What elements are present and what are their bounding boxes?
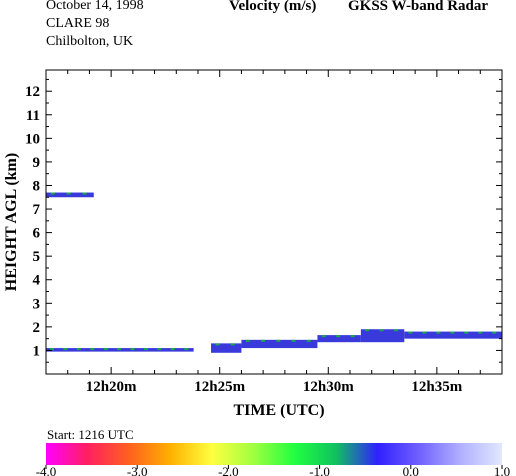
x-axis: 12h20m 12h25m 12h30m 12h35m: [67, 70, 481, 395]
echo-speckle: [492, 331, 497, 334]
x-tick-label: 12h35m: [411, 379, 462, 395]
colorbar-tick-label: 0.0: [403, 464, 419, 476]
site-label: Chilbolton, UK: [46, 34, 134, 49]
instrument-label: GKSS W-band Radar: [348, 0, 489, 14]
echo-speckle: [50, 348, 55, 351]
echo-layer-5: [317, 335, 361, 343]
y-tick-label: 5: [33, 249, 41, 265]
echo-layer-7: [404, 331, 502, 339]
echo-speckle: [50, 192, 55, 195]
echo-speckle: [117, 348, 122, 351]
start-label: Start: 1216 UTC: [47, 427, 134, 442]
x-tick-label: 12h20m: [86, 379, 137, 395]
plot-frame: [45, 69, 503, 375]
echo-speckle: [170, 348, 175, 351]
campaign-label: CLARE 98: [46, 16, 110, 31]
colorbar-tick-label: -3.0: [127, 464, 148, 476]
echo-speckle: [76, 348, 81, 351]
y-axis-title: HEIGHT AGL (km): [3, 153, 20, 291]
echo-speckle: [66, 192, 71, 195]
y-tick-label: 8: [33, 178, 41, 194]
echo-speckle: [336, 335, 341, 338]
y-tick-label: 11: [26, 108, 40, 124]
echo-speckle: [103, 348, 108, 351]
y-tick-label: 6: [33, 226, 41, 242]
echo-speckle: [478, 331, 483, 334]
echo-speckle: [365, 329, 370, 332]
date-label: October 14, 1998: [46, 0, 144, 13]
echo-layer-4: [241, 339, 318, 349]
echo-layer-3: [211, 343, 242, 353]
colorbar-ticks: -4.0 -3.0 -2.0 -1.0 0.0 1.0: [36, 464, 510, 476]
echo-speckle: [90, 348, 95, 351]
echo-speckle: [291, 339, 296, 342]
echo-speckle: [436, 331, 441, 334]
y-tick-label: 1: [33, 343, 41, 359]
echo-speckle: [143, 348, 148, 351]
echo-speckle: [245, 339, 250, 342]
x-axis-title: TIME (UTC): [233, 402, 324, 419]
colorbar-tick-label: -4.0: [36, 464, 57, 476]
echo-speckle: [230, 343, 235, 346]
echo-speckle: [184, 348, 189, 351]
echo-speckle: [306, 339, 311, 342]
echo-speckle: [450, 331, 455, 334]
y-tick-label: 4: [33, 273, 41, 289]
echo-speckle: [130, 348, 135, 351]
echo-layer-1: [46, 192, 94, 198]
echo-speckle: [464, 331, 469, 334]
x-tick-label: 12h25m: [194, 379, 245, 395]
echo-speckle: [350, 335, 355, 338]
y-tick-label: 10: [25, 131, 40, 147]
y-tick-label: 3: [33, 296, 41, 312]
echo-speckle: [379, 329, 384, 332]
colorbar: [46, 443, 502, 465]
colorbar-tick-label: -2.0: [218, 464, 239, 476]
echo-speckle: [82, 192, 87, 195]
colorbar-tick-label: 1.0: [494, 464, 510, 476]
echo-speckle: [408, 331, 413, 334]
echo-layer-6: [360, 329, 405, 343]
echo-layer-group: [46, 192, 502, 353]
echo-speckle: [157, 348, 162, 351]
y-tick-label: 7: [33, 202, 41, 218]
y-tick-label: 2: [33, 320, 41, 336]
echo-speckle: [321, 335, 326, 338]
x-tick-label: 12h30m: [303, 379, 354, 395]
chart-title: Velocity (m/s): [229, 0, 317, 14]
echo-speckle: [422, 331, 427, 334]
colorbar-tick-label: -1.0: [309, 464, 330, 476]
y-tick-label: 9: [33, 155, 41, 171]
echo-speckle: [394, 329, 399, 332]
echo-speckle: [63, 348, 68, 351]
echo-speckle: [276, 339, 281, 342]
y-tick-label: 12: [25, 84, 40, 100]
echo-speckle: [215, 343, 220, 346]
echo-speckle: [261, 339, 266, 342]
